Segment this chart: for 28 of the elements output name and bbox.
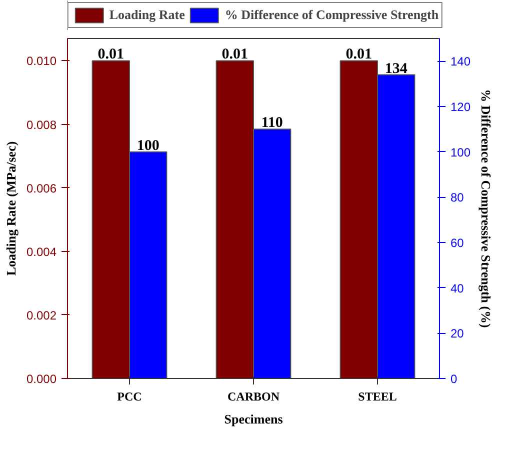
y-tick-label: 0.006 (26, 181, 57, 196)
y2-tick-label: 140 (450, 54, 471, 69)
y2-tick-label: 20 (450, 326, 464, 341)
data-label: 134 (384, 60, 408, 77)
y2-axis-title: % Difference of Compressive Strength (%) (478, 89, 494, 328)
x-tick-label: CARBON (228, 390, 280, 404)
data-label: 0.01 (98, 46, 124, 63)
legend-label: Loading Rate (109, 7, 185, 23)
x-tick-label: PCC (117, 390, 142, 404)
y-tick-label: 0.000 (26, 372, 57, 386)
data-label: 110 (261, 115, 283, 132)
data-label: 0.01 (346, 46, 372, 63)
y-tick-label: 0.002 (26, 308, 57, 322)
y-tick-label: 0.010 (26, 54, 57, 68)
y2-tick-label: 100 (450, 145, 471, 160)
legend-label: % Difference of Compressive Strength (224, 7, 439, 23)
y-tick-label: 0.008 (26, 118, 57, 132)
y2-tick-label: 40 (450, 281, 464, 296)
x-axis-title: Specimens (224, 412, 283, 426)
y-tick-label: 0.004 (26, 244, 57, 259)
data-label: 0.01 (222, 46, 248, 63)
x-tick-label: STEEL (358, 390, 397, 404)
data-label: 100 (136, 138, 160, 154)
y-axis-title: Loading Rate (MPa/sec) (3, 141, 18, 276)
y2-tick-label: 120 (450, 100, 471, 114)
y2-tick-label: 60 (450, 236, 464, 250)
y2-tick-label: 80 (450, 190, 464, 205)
y2-tick-label: 0 (450, 372, 458, 386)
